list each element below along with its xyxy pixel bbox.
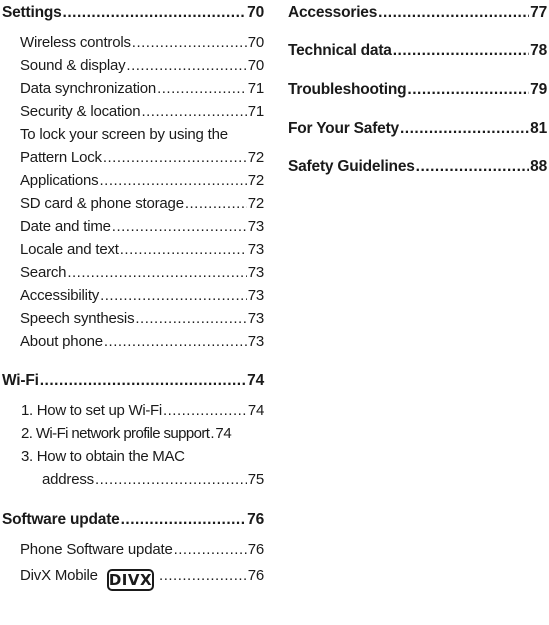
dot-leader <box>159 567 247 584</box>
dot-leader <box>100 287 247 304</box>
dot-leader <box>132 34 247 51</box>
dot-leader <box>141 103 246 120</box>
toc-entry-wifi[interactable]: Wi-Fi 74 <box>2 372 264 390</box>
dot-leader <box>95 471 247 488</box>
toc-entry-security-location[interactable]: Security & location 71 <box>2 103 264 120</box>
dot-leader <box>99 172 246 189</box>
toc-entry-sound-display[interactable]: Sound & display 70 <box>2 57 264 74</box>
toc-entry-speech-synthesis[interactable]: Speech synthesis 73 <box>2 310 264 327</box>
toc-entry-wifi-setup[interactable]: 1. How to set up Wi-Fi 74 <box>2 402 264 419</box>
dot-leader <box>135 310 246 327</box>
dot-leader <box>120 241 247 258</box>
toc-entry-wireless-controls[interactable]: Wireless controls 70 <box>2 34 264 51</box>
toc-entry-settings[interactable]: Settings 70 <box>2 4 264 22</box>
toc-entry-search[interactable]: Search 73 <box>2 264 264 281</box>
toc-entry-accessories[interactable]: Accessories 77 <box>288 4 547 22</box>
dot-leader <box>407 81 529 99</box>
dot-leader <box>378 4 529 22</box>
toc-entry-sd-card[interactable]: SD card & phone storage 72 <box>2 195 264 212</box>
dot-leader <box>126 57 246 74</box>
toc-entry-mac-address[interactable]: address 75 <box>2 471 264 488</box>
dot-leader <box>416 158 529 176</box>
dot-leader <box>174 541 247 558</box>
divx-logo-icon: DIVX <box>106 569 155 591</box>
toc-entry-for-your-safety[interactable]: For Your Safety 81 <box>288 120 547 138</box>
toc-entry-troubleshooting[interactable]: Troubleshooting 79 <box>288 81 547 99</box>
toc-entry-mac-line1[interactable]: 3. How to obtain the MAC <box>21 448 185 465</box>
dot-leader <box>40 372 246 390</box>
dot-leader <box>400 120 529 138</box>
dot-leader <box>103 149 247 166</box>
dot-leader <box>104 333 247 350</box>
dot-leader <box>393 42 529 60</box>
dot-leader <box>67 264 246 281</box>
dot-leader <box>157 80 247 97</box>
toc-entry-pattern-lock[interactable]: Pattern Lock 72 <box>2 149 264 166</box>
dot-leader <box>163 402 247 419</box>
dot-leader <box>63 4 247 22</box>
toc-entry-software-update[interactable]: Software update 76 <box>2 511 264 529</box>
toc-entry-locale-text[interactable]: Locale and text 73 <box>2 241 264 258</box>
toc-entry-applications[interactable]: Applications 72 <box>2 172 264 189</box>
toc-entry-date-time[interactable]: Date and time 73 <box>2 218 264 235</box>
toc-entry-data-synchronization[interactable]: Data synchronization 71 <box>2 80 264 97</box>
dot-leader <box>185 195 247 212</box>
toc-entry-phone-software-update[interactable]: Phone Software update 76 <box>2 541 264 558</box>
toc-entry-technical-data[interactable]: Technical data 78 <box>288 42 547 60</box>
toc-entry-pattern-lock-line1[interactable]: To lock your screen by using the <box>20 126 228 143</box>
dot-leader <box>112 218 247 235</box>
toc-entry-wifi-profile[interactable]: 2. Wi-Fi network profile support 74 <box>2 425 264 442</box>
toc-entry-divx-mobile[interactable]: DivX Mobile DIVX 76 <box>2 564 264 591</box>
dot-leader <box>121 511 247 529</box>
toc-entry-accessibility[interactable]: Accessibility 73 <box>2 287 264 304</box>
toc-entry-about-phone[interactable]: About phone 73 <box>2 333 264 350</box>
toc-entry-safety-guidelines[interactable]: Safety Guidelines 88 <box>288 158 547 176</box>
dot-leader-spacer <box>210 425 214 442</box>
